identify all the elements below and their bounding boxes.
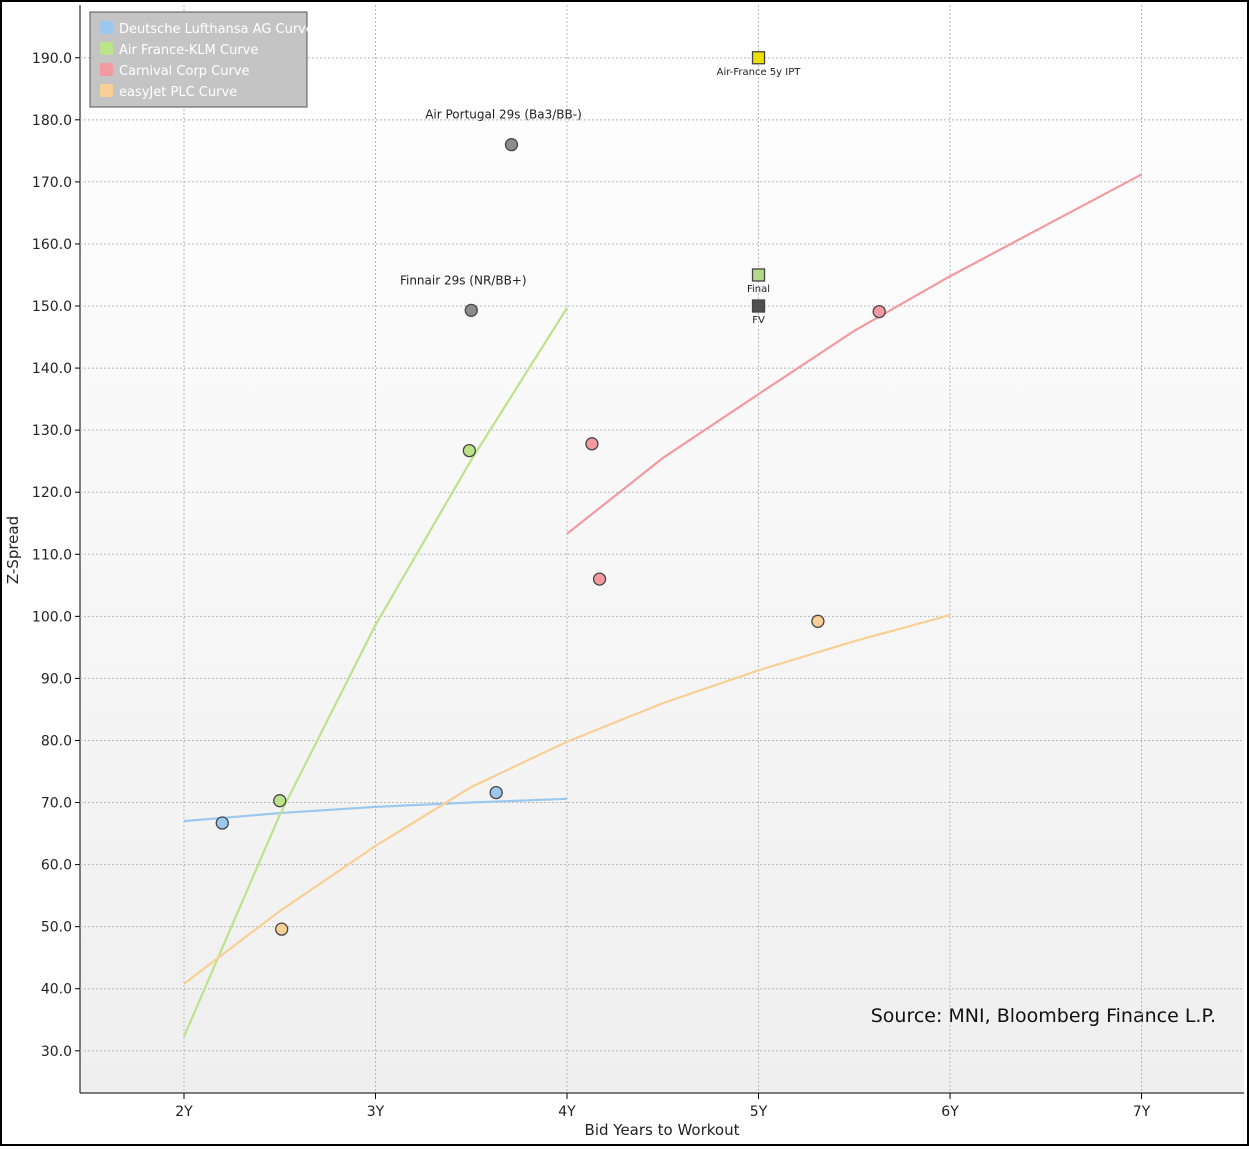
curve	[183, 797, 568, 823]
curve	[183, 614, 951, 985]
y-tick-label: 90.0	[41, 671, 72, 687]
x-tick-label: 6Y	[941, 1104, 959, 1120]
x-axis-title: Bid Years to Workout	[585, 1121, 740, 1139]
y-tick-label: 130.0	[32, 423, 72, 439]
x-tick-label: 4Y	[558, 1104, 576, 1120]
y-axis-title: Z-Spread	[4, 516, 22, 584]
x-tick-label: 3Y	[367, 1104, 385, 1120]
marker	[811, 614, 825, 628]
y-tick-label: 170.0	[32, 175, 72, 191]
y-tick-label: 40.0	[41, 982, 72, 998]
y-tick-label: 140.0	[32, 361, 72, 377]
marker	[462, 443, 476, 458]
y-tick-label: 80.0	[41, 733, 72, 749]
marker	[489, 785, 503, 800]
marker	[275, 922, 289, 936]
legend-swatch	[100, 21, 113, 34]
marker	[751, 268, 766, 282]
marker	[872, 304, 886, 319]
x-tick-label: 7Y	[1133, 1104, 1151, 1120]
marker	[215, 816, 229, 830]
point-label: Air-France 5y IPT	[717, 67, 802, 78]
marker	[504, 137, 519, 152]
y-tick-label: 50.0	[41, 920, 72, 936]
marker	[464, 303, 478, 318]
y-tick-label: 100.0	[32, 609, 72, 625]
point-label: FV	[752, 315, 765, 326]
legend-swatch	[100, 84, 113, 97]
y-tick-label: 160.0	[32, 237, 72, 253]
marker	[585, 437, 599, 451]
x-tick-label: 2Y	[175, 1104, 193, 1120]
source-note: Source: MNI, Bloomberg Finance L.P.	[871, 1005, 1216, 1027]
point-label: Final	[747, 284, 770, 295]
y-tick-label: 30.0	[41, 1044, 72, 1060]
x-tick-label: 5Y	[750, 1104, 768, 1120]
legend-label: easyJet PLC Curve	[119, 85, 237, 100]
y-tick-label: 110.0	[32, 547, 72, 563]
y-tick-label: 180.0	[32, 113, 72, 129]
legend-label: Carnival Corp Curve	[119, 64, 250, 79]
legend-label: Deutsche Lufthansa AG Curve	[119, 22, 314, 37]
marker	[751, 299, 766, 313]
y-tick-label: 120.0	[32, 485, 72, 501]
y-tick-label: 150.0	[32, 299, 72, 315]
legend-box	[89, 11, 308, 108]
y-tick-label: 60.0	[41, 858, 72, 874]
y-tick-label: 190.0	[32, 51, 72, 67]
point-label: Air Portugal 29s (Ba3/BB-)	[425, 108, 582, 122]
point-label: Finnair 29s (NR/BB+)	[400, 273, 527, 287]
plot-area	[80, 5, 1244, 1093]
marker	[273, 794, 287, 808]
marker	[751, 51, 766, 65]
legend-label: Air France-KLM Curve	[119, 43, 258, 58]
legend-swatch	[100, 63, 113, 76]
y-tick-label: 70.0	[41, 796, 72, 812]
marker	[592, 572, 607, 586]
legend-swatch	[100, 42, 113, 55]
curve	[566, 173, 1143, 535]
curve	[182, 307, 568, 1037]
